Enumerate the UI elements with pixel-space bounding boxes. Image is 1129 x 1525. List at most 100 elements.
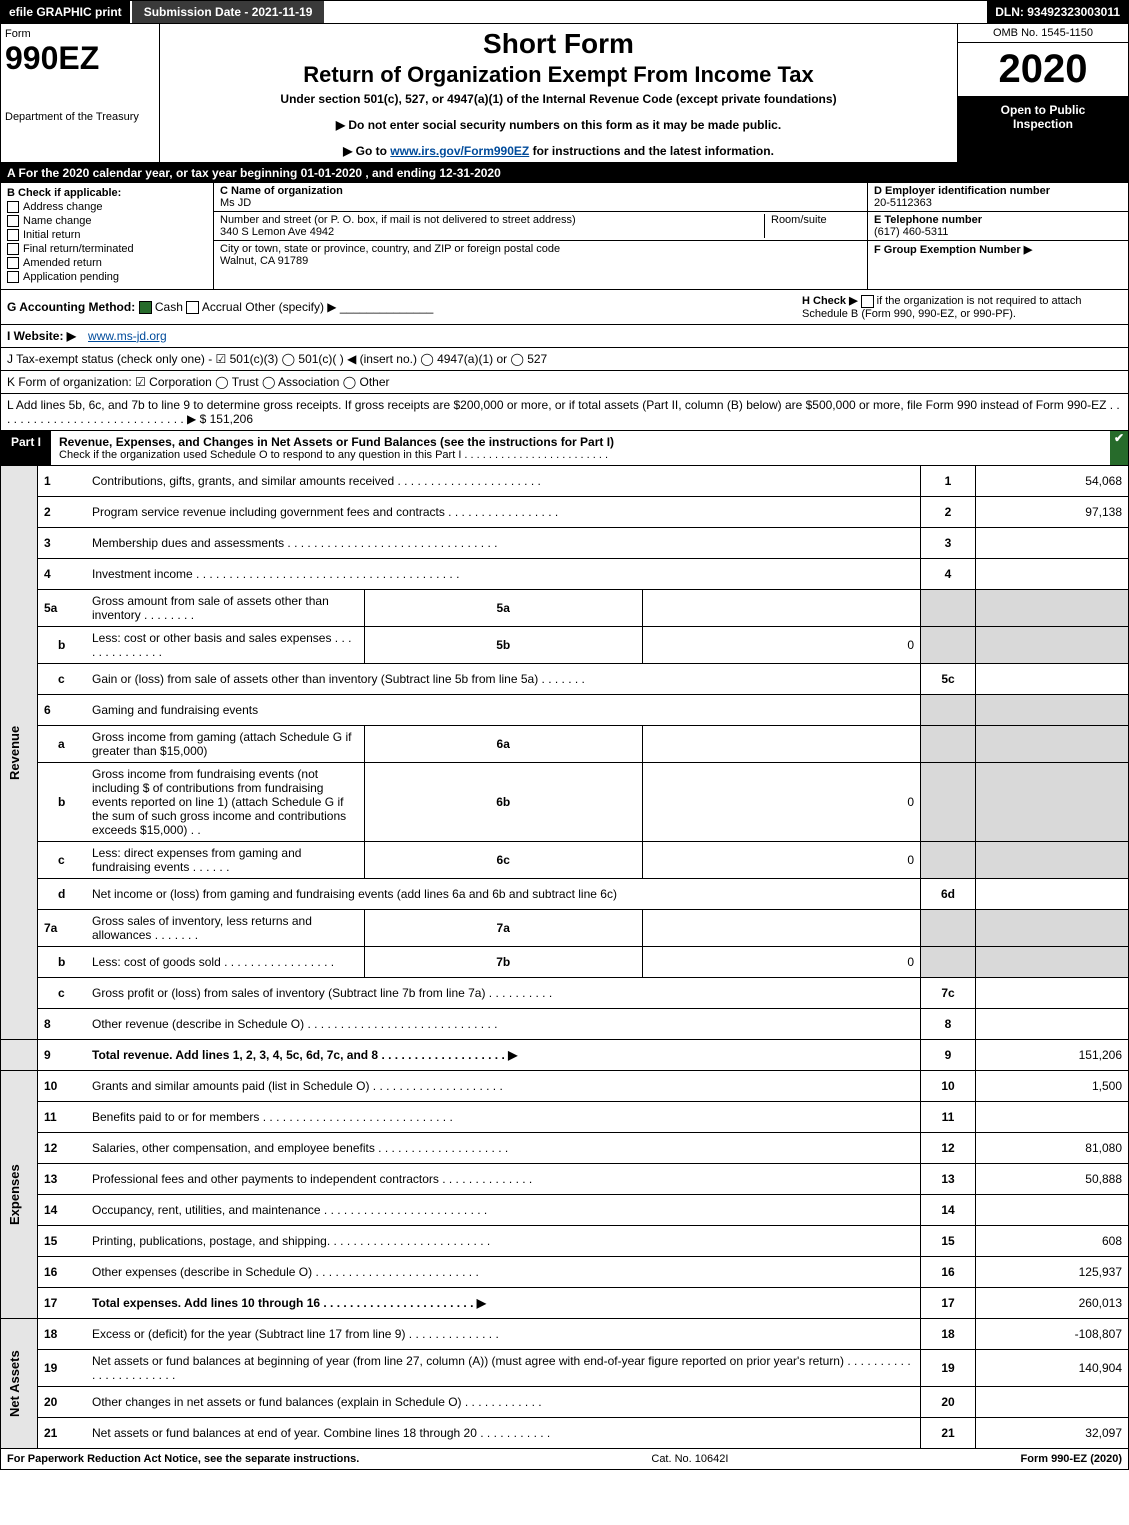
result-val [976, 1386, 1129, 1417]
g-accounting: G Accounting Method: Cash Accrual Other … [7, 300, 433, 314]
meta-block: B Check if applicable: Address change Na… [0, 183, 1129, 290]
result-num: 16 [921, 1256, 976, 1287]
table-row: b Less: cost or other basis and sales ex… [1, 626, 1129, 663]
header-left: Form 990EZ Department of the Treasury [1, 24, 160, 162]
line-text: Total revenue. Add lines 1, 2, 3, 4, 5c,… [86, 1039, 921, 1070]
h-label: H Check ▶ [802, 295, 858, 307]
g-other: Other (specify) ▶ [245, 300, 336, 314]
irs-link[interactable]: www.irs.gov/Form990EZ [390, 144, 529, 158]
table-row: c Gross profit or (loss) from sales of i… [1, 977, 1129, 1008]
line-num: b [38, 626, 87, 663]
line-num: b [38, 762, 87, 841]
group-exempt-cell: F Group Exemption Number ▶ [868, 241, 1128, 258]
result-num: 10 [921, 1070, 976, 1101]
chk-final-return[interactable]: Final return/terminated [7, 243, 207, 255]
result-num: 13 [921, 1163, 976, 1194]
g-label: G Accounting Method: [7, 300, 135, 314]
line-text: Less: direct expenses from gaming and fu… [86, 841, 364, 878]
line-text: Other revenue (describe in Schedule O) .… [86, 1008, 921, 1039]
l-value: 151,206 [210, 412, 253, 426]
table-row: a Gross income from gaming (attach Sched… [1, 725, 1129, 762]
table-row: d Net income or (loss) from gaming and f… [1, 878, 1129, 909]
line-num: a [38, 725, 87, 762]
result-val [976, 762, 1129, 841]
short-form-title: Short Form [166, 28, 951, 60]
result-num [921, 762, 976, 841]
line-text: Grants and similar amounts paid (list in… [86, 1070, 921, 1101]
result-val [976, 909, 1129, 946]
line-text: Professional fees and other payments to … [86, 1163, 921, 1194]
table-row: 8 Other revenue (describe in Schedule O)… [1, 1008, 1129, 1039]
dln-label: DLN: 93492323003011 [987, 1, 1128, 23]
chk-name-change[interactable]: Name change [7, 215, 207, 227]
side-expenses: Expenses [1, 1070, 38, 1318]
b-label: B Check if applicable: [7, 187, 207, 199]
chk-accrual[interactable] [186, 301, 199, 314]
line-num: c [38, 977, 87, 1008]
chk-amended-return[interactable]: Amended return [7, 257, 207, 269]
line-num: 5a [38, 589, 87, 626]
line-num: 1 [38, 466, 87, 497]
table-row: 3 Membership dues and assessments . . . … [1, 527, 1129, 558]
checkbox-icon [7, 201, 19, 213]
submission-date: Submission Date - 2021-11-19 [130, 1, 325, 23]
line-num: c [38, 663, 87, 694]
addr-label: Number and street (or P. O. box, if mail… [220, 214, 576, 226]
phone-value: (617) 460-5311 [874, 226, 948, 238]
line-text: Net income or (loss) from gaming and fun… [86, 878, 921, 909]
footer-right: Form 990-EZ (2020) [1021, 1453, 1122, 1465]
inner-num: 7b [364, 946, 642, 977]
form-word: Form [5, 28, 155, 40]
result-num: 4 [921, 558, 976, 589]
result-num: 7c [921, 977, 976, 1008]
line-text: Contributions, gifts, grants, and simila… [86, 466, 921, 497]
top-bar: efile GRAPHIC print Submission Date - 20… [0, 0, 1129, 24]
table-row: 21 Net assets or fund balances at end of… [1, 1417, 1129, 1448]
result-val: 140,904 [976, 1349, 1129, 1386]
line-text: Total expenses. Add lines 10 through 16 … [86, 1287, 921, 1318]
omb-number: OMB No. 1545-1150 [958, 24, 1128, 43]
chk-cash[interactable] [139, 301, 152, 314]
line-num: 19 [38, 1349, 87, 1386]
city-value: Walnut, CA 91789 [220, 255, 308, 267]
line-text: Salaries, other compensation, and employ… [86, 1132, 921, 1163]
table-row: 2 Program service revenue including gove… [1, 496, 1129, 527]
line-num: 13 [38, 1163, 87, 1194]
page-footer: For Paperwork Reduction Act Notice, see … [0, 1449, 1129, 1470]
line-num: 15 [38, 1225, 87, 1256]
chk-address-change[interactable]: Address change [7, 201, 207, 213]
line-text: Net assets or fund balances at beginning… [86, 1349, 921, 1386]
f-label: F Group Exemption Number ▶ [874, 244, 1032, 256]
table-row: 20 Other changes in net assets or fund b… [1, 1386, 1129, 1417]
result-val [976, 946, 1129, 977]
open-to-public: Open to Public Inspection [958, 97, 1128, 162]
result-val [976, 841, 1129, 878]
result-num [921, 589, 976, 626]
phone-cell: E Telephone number (617) 460-5311 [868, 212, 1128, 241]
line-num: 6 [38, 694, 87, 725]
chk-h[interactable] [861, 295, 874, 308]
line-text: Other expenses (describe in Schedule O) … [86, 1256, 921, 1287]
table-row: 6 Gaming and fundraising events [1, 694, 1129, 725]
table-row: 19 Net assets or fund balances at beginn… [1, 1349, 1129, 1386]
i-label: I Website: ▶ [7, 329, 76, 343]
chk-application-pending[interactable]: Application pending [7, 271, 207, 283]
result-val [976, 1194, 1129, 1225]
city-row: City or town, state or province, country… [214, 241, 867, 269]
line-num: 2 [38, 496, 87, 527]
table-row: 17 Total expenses. Add lines 10 through … [1, 1287, 1129, 1318]
address-row: Number and street (or P. O. box, if mail… [214, 212, 867, 241]
line-text: Gain or (loss) from sale of assets other… [86, 663, 921, 694]
result-num: 11 [921, 1101, 976, 1132]
table-row: Revenue 1 Contributions, gifts, grants, … [1, 466, 1129, 497]
result-val [976, 558, 1129, 589]
line-text: Less: cost of goods sold . . . . . . . .… [86, 946, 364, 977]
chk-initial-return[interactable]: Initial return [7, 229, 207, 241]
goto-line: ▶ Go to www.irs.gov/Form990EZ for instru… [166, 144, 951, 158]
table-row: 12 Salaries, other compensation, and emp… [1, 1132, 1129, 1163]
inner-val [642, 909, 920, 946]
part1-title: Revenue, Expenses, and Changes in Net As… [59, 435, 1102, 449]
website-link[interactable]: www.ms-jd.org [88, 329, 167, 343]
result-val: 151,206 [976, 1039, 1129, 1070]
line-num: b [38, 946, 87, 977]
